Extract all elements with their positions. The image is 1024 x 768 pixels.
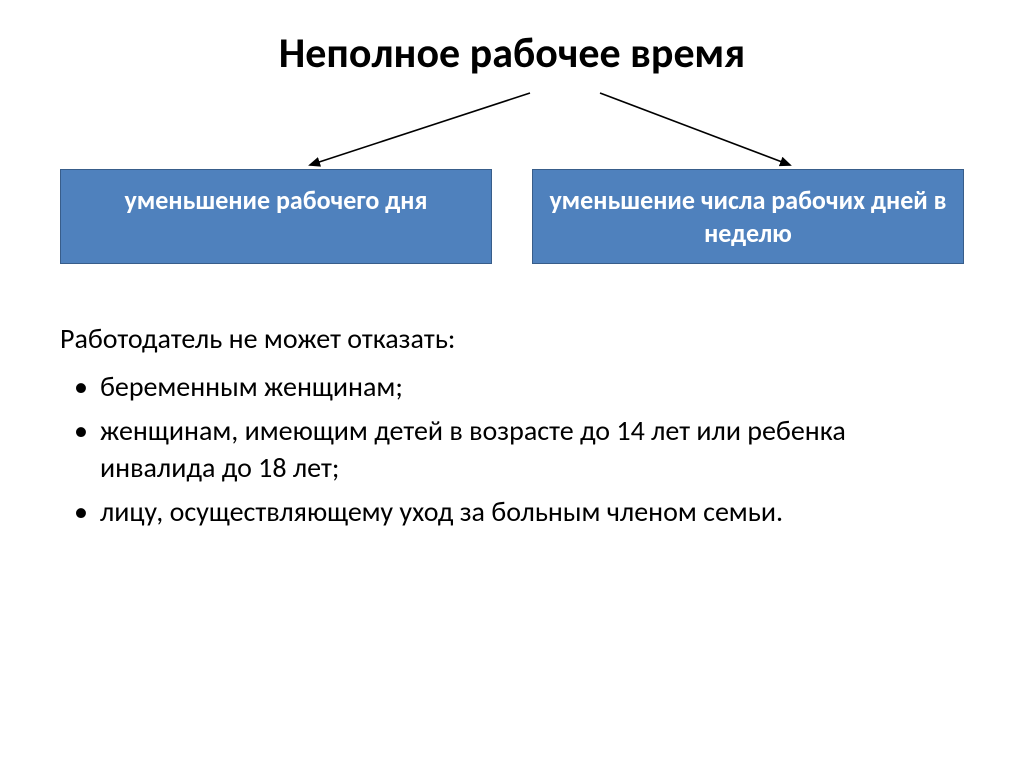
list-item: женщинам, имеющим детей в возрасте до 14… xyxy=(60,412,964,488)
box-right: уменьшение числа рабочих дней в неделю xyxy=(532,169,964,264)
arrow-right xyxy=(600,93,790,165)
arrows-svg xyxy=(60,85,964,175)
arrows-region xyxy=(60,85,964,175)
list-item: беременным женщинам; xyxy=(60,368,964,406)
list-item: лицу, осуществляющему уход за больным чл… xyxy=(60,493,964,531)
boxes-row: уменьшение рабочего дня уменьшение числа… xyxy=(60,169,964,264)
lead-paragraph: Работодатель не может отказать: xyxy=(60,320,964,358)
slide-title: Неполное рабочее время xyxy=(60,28,964,79)
box-left: уменьшение рабочего дня xyxy=(60,169,492,264)
body-text: Работодатель не может отказать: беременн… xyxy=(60,320,964,531)
arrow-left xyxy=(310,93,530,165)
slide: Неполное рабочее время уменьшение рабоче… xyxy=(0,0,1024,768)
bullet-list: беременным женщинам; женщинам, имеющим д… xyxy=(60,368,964,531)
